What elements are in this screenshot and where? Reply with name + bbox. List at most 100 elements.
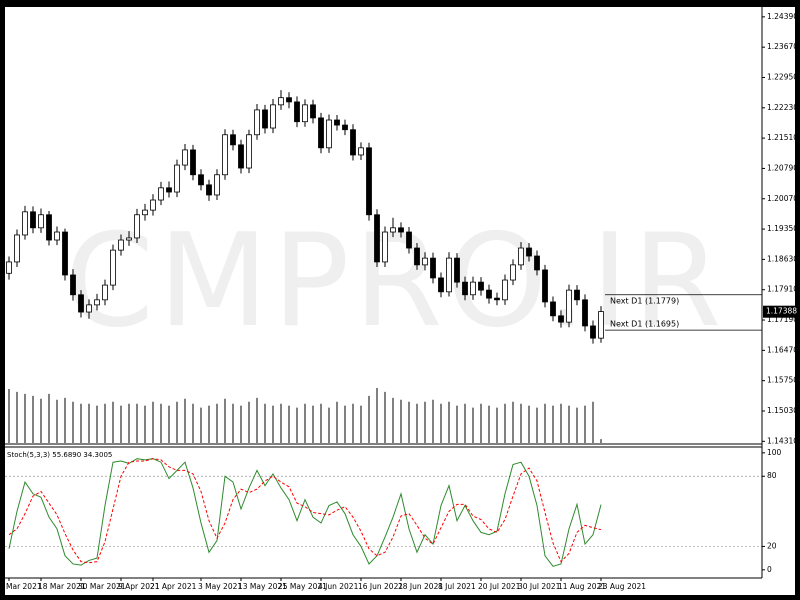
candle-body — [454, 257, 460, 283]
candle-body — [134, 214, 140, 239]
y-tick-label: 1.20070 — [767, 194, 798, 203]
y-tick-label: 1.21510 — [767, 133, 798, 142]
candle-body — [334, 119, 340, 126]
candle-body — [390, 227, 396, 233]
candle-body — [22, 211, 28, 236]
candle-body — [214, 174, 220, 196]
y-tick-label: 1.19350 — [767, 224, 798, 233]
candle-body — [78, 294, 84, 313]
candle-body — [62, 231, 68, 276]
candle-body — [374, 214, 380, 263]
candle-body — [294, 101, 300, 123]
x-tick-label: 18 Mar 2021 — [38, 582, 86, 591]
y-tick-label: 80 — [767, 471, 777, 480]
price-level-label: Next D1 (1.1779) — [610, 296, 679, 305]
candle-body — [358, 147, 364, 156]
candle-body — [582, 299, 588, 327]
candle-body — [70, 274, 76, 296]
candle-body — [238, 144, 244, 169]
y-tick-label: 100 — [767, 448, 782, 457]
candle-body — [54, 231, 60, 241]
candle-body — [190, 149, 196, 176]
candle-body — [46, 214, 52, 241]
x-tick-label: 30 Jul 2021 — [518, 582, 561, 591]
candle-body — [398, 227, 404, 233]
y-tick-label: 1.18630 — [767, 254, 798, 263]
x-tick-label: 25 May 2021 — [278, 582, 327, 591]
candle-body — [470, 281, 476, 296]
candle-body — [542, 269, 548, 303]
candle-body — [590, 325, 596, 339]
candle-body — [318, 117, 324, 149]
candle-body — [94, 299, 100, 306]
candle-body — [350, 129, 356, 156]
candle-body — [246, 134, 252, 169]
candle-body — [38, 214, 44, 229]
candle-body — [14, 234, 20, 263]
candle-body — [6, 261, 12, 274]
candle-body — [310, 104, 316, 119]
x-tick-label: 16 Jun 2021 — [358, 582, 403, 591]
candle-body — [598, 311, 604, 339]
candle-body — [102, 284, 108, 301]
candle-body — [262, 109, 268, 129]
candle-body — [518, 247, 524, 266]
y-tick-label: 1.24390 — [767, 12, 798, 21]
candle-body — [326, 119, 332, 149]
candle-body — [230, 134, 236, 146]
candle-body — [150, 199, 156, 211]
x-tick-label: 21 Apr 2021 — [150, 582, 197, 591]
candle-body — [486, 289, 492, 299]
candle-body — [126, 237, 132, 241]
candle-body — [462, 281, 468, 296]
last-price-box — [763, 305, 795, 318]
candle-body — [118, 239, 124, 251]
candle-body — [278, 97, 284, 106]
y-tick-label: 1.20790 — [767, 163, 798, 172]
candle-body — [566, 289, 572, 323]
candle-body — [158, 187, 164, 201]
x-tick-label: 28 Jun 2021 — [398, 582, 443, 591]
plot-layer: 1.24390 1.23670 1.22950 1.22230 1.21510 1.207… — [5, 12, 798, 591]
y-tick-label: 1.16470 — [767, 345, 798, 354]
candle-body — [510, 264, 516, 281]
x-tick-label: 11 Aug 2021 — [558, 582, 606, 591]
x-tick-label: 20 Jul 2021 — [478, 582, 521, 591]
candle-body — [302, 104, 308, 123]
candle-body — [270, 104, 276, 129]
candle-body — [86, 304, 92, 313]
candle-body — [206, 184, 212, 196]
candle-body — [446, 257, 452, 293]
x-tick-label: 8 Jul 2021 — [438, 582, 476, 591]
y-tick-label: 20 — [767, 541, 777, 550]
candle-body — [382, 231, 388, 263]
indicator-title: Stoch(5,3,3) 55.6890 34.3005 — [7, 451, 112, 459]
candle-body — [406, 231, 412, 249]
x-tick-label: 30 Mar 2021 — [78, 582, 126, 591]
candle-body — [526, 247, 532, 257]
x-tick-label: 4 Jun 2021 — [318, 582, 359, 591]
candle-body — [342, 124, 348, 131]
candle-body — [558, 315, 564, 323]
candle-body — [478, 281, 484, 291]
candle-body — [574, 289, 580, 301]
y-tick-label: 1.17190 — [767, 315, 798, 324]
candle-body — [286, 97, 292, 103]
stoch-line — [8, 458, 602, 567]
y-tick-label: 1.17910 — [767, 285, 798, 294]
candle-body — [182, 149, 188, 166]
candle-body — [534, 255, 540, 271]
candle-body — [166, 187, 172, 193]
x-tick-label: 3 May 2021 — [198, 582, 242, 591]
x-tick-label: 9 Apr 2021 — [118, 582, 160, 591]
x-tick-label: Mar 2021 — [6, 582, 42, 591]
candle-body — [142, 209, 148, 216]
candle-body — [110, 249, 116, 286]
stoch-line — [8, 458, 602, 564]
candle-body — [30, 211, 36, 229]
candle-body — [422, 257, 428, 266]
y-tick-label: 1.15750 — [767, 376, 798, 385]
candle-body — [198, 174, 204, 186]
